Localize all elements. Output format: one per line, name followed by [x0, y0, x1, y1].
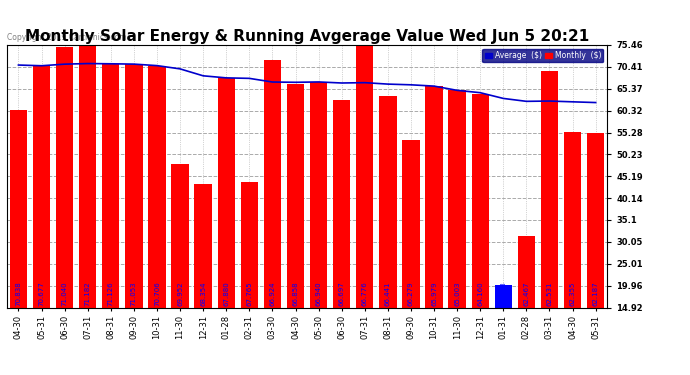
Text: Copyright 2019 Cartronics.com: Copyright 2019 Cartronics.com	[7, 33, 126, 42]
Bar	[333, 100, 351, 372]
Bar	[402, 140, 420, 372]
Bar	[195, 184, 212, 372]
Bar	[587, 133, 604, 372]
Bar	[79, 46, 97, 372]
Text: 62.531: 62.531	[546, 282, 553, 306]
Bar	[448, 90, 466, 372]
Text: 71.126: 71.126	[108, 282, 114, 306]
Text: 66.441: 66.441	[385, 282, 391, 306]
Text: 62.355: 62.355	[569, 282, 575, 306]
Text: 68.354: 68.354	[200, 282, 206, 306]
Bar	[264, 60, 281, 372]
Text: 69.952: 69.952	[177, 282, 183, 306]
Text: 70.706: 70.706	[154, 282, 160, 306]
Text: 65.979: 65.979	[431, 282, 437, 306]
Text: 62.467: 62.467	[524, 282, 529, 306]
Text: 66.279: 66.279	[408, 282, 414, 306]
Bar	[471, 94, 489, 372]
Text: 67.880: 67.880	[224, 282, 229, 306]
Bar	[356, 45, 373, 372]
Text: 66.697: 66.697	[339, 282, 345, 306]
Bar	[125, 64, 143, 372]
Bar	[518, 236, 535, 372]
Text: 71.182: 71.182	[85, 282, 90, 306]
Bar	[56, 47, 73, 372]
Bar	[310, 82, 327, 372]
Text: 65.003: 65.003	[454, 282, 460, 306]
Bar	[425, 86, 443, 372]
Legend: Average  ($), Monthly  ($): Average ($), Monthly ($)	[482, 49, 603, 62]
Bar	[287, 84, 304, 372]
Bar	[171, 164, 189, 372]
Text: 66.924: 66.924	[269, 282, 275, 306]
Text: 71.040: 71.040	[61, 282, 68, 306]
Text: 70.677: 70.677	[39, 282, 45, 306]
Bar	[33, 66, 50, 372]
Text: 64.160: 64.160	[477, 282, 483, 306]
Text: 66.776: 66.776	[362, 282, 368, 306]
Bar	[217, 78, 235, 372]
Text: 66.858: 66.858	[293, 282, 299, 306]
Bar	[10, 110, 27, 372]
Bar	[241, 182, 258, 372]
Bar	[380, 96, 397, 372]
Text: 63.138: 63.138	[500, 282, 506, 306]
Bar	[495, 285, 512, 372]
Bar	[102, 64, 119, 372]
Bar	[148, 66, 166, 372]
Text: 71.053: 71.053	[131, 282, 137, 306]
Text: 62.187: 62.187	[593, 282, 599, 306]
Title: Monthly Solar Energy & Running Avgerage Value Wed Jun 5 20:21: Monthly Solar Energy & Running Avgerage …	[25, 29, 589, 44]
Text: 67.765: 67.765	[246, 282, 253, 306]
Bar	[541, 71, 558, 372]
Text: 70.838: 70.838	[15, 282, 21, 306]
Bar	[564, 132, 581, 372]
Text: 66.940: 66.940	[315, 282, 322, 306]
